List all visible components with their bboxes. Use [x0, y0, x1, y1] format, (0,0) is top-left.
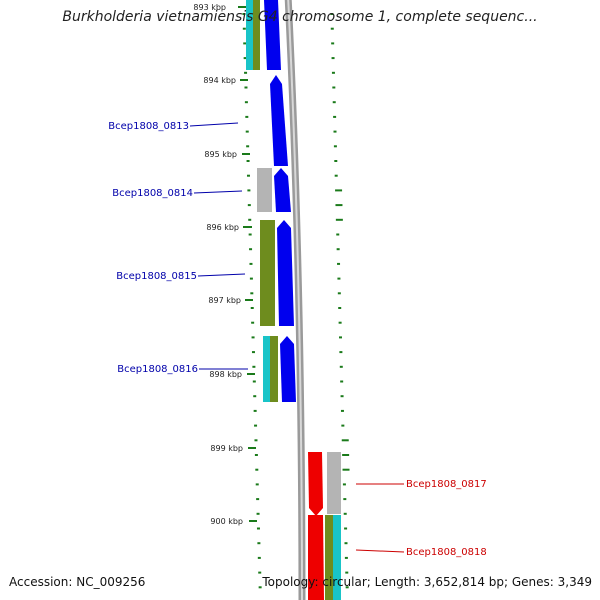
kbp-tick-label: 895 kbp — [204, 150, 237, 159]
reverse-cds-track — [308, 452, 341, 600]
kbp-tick-label: 893 kbp — [193, 3, 226, 12]
cds-arrow-gene-0816 — [280, 336, 296, 402]
kbp-tick-label: 897 kbp — [208, 296, 241, 305]
kbp-tick-label: 896 kbp — [206, 223, 239, 232]
right-tick-track — [330, 13, 350, 589]
cog-feature — [253, 0, 260, 70]
label-leader-line — [355, 549, 405, 553]
kbp-tick-label: 898 kbp — [209, 370, 242, 379]
label-leader-line — [193, 190, 243, 194]
accession-text: Accession: NC_009256 — [9, 575, 146, 589]
cds-arrow-forward — [264, 0, 281, 70]
gene-label-bcep1808-0816[interactable]: Bcep1808_0816 — [117, 364, 198, 375]
kbp-tick-label: 894 kbp — [203, 76, 236, 85]
cog-feature — [325, 515, 333, 600]
coordinate-axis: 893 kbp 894 kbp 895 kbp 896 kbp 897 kbp … — [193, 3, 257, 526]
cds-arrow-gene-0813 — [270, 75, 288, 166]
gene-label-bcep1808-0814[interactable]: Bcep1808_0814 — [112, 188, 193, 199]
cog-feature — [263, 336, 270, 402]
forward-cds-track — [264, 0, 296, 402]
chromosome-backbone — [284, 0, 306, 600]
cog-feature — [260, 220, 275, 326]
label-leader-line — [197, 273, 246, 277]
gene-label-bcep1808-0818[interactable]: Bcep1808_0818 — [406, 547, 487, 558]
cog-feature — [333, 515, 341, 600]
topology-text: Topology: circular; Length: 3,652,814 bp… — [262, 575, 592, 589]
kbp-tick-label: 900 kbp — [210, 517, 243, 526]
left-tick-track — [242, 13, 262, 589]
cog-feature — [246, 0, 253, 70]
map-title: Burkholderia vietnamiensis G4 chromosome… — [62, 9, 538, 25]
gene-label-bcep1808-0815[interactable]: Bcep1808_0815 — [116, 271, 197, 282]
cog-feature — [270, 336, 278, 402]
cds-arrow-gene-0814 — [274, 168, 291, 212]
gene-label-bcep1808-0813[interactable]: Bcep1808_0813 — [108, 121, 189, 132]
cog-track — [246, 0, 278, 402]
cog-feature — [257, 168, 272, 212]
cds-arrow-gene-0815 — [277, 220, 294, 326]
label-leader-line — [189, 122, 239, 127]
cds-arrow-gene-0818 — [308, 515, 324, 600]
gene-labels: Bcep1808_0813 Bcep1808_0814 Bcep1808_081… — [108, 121, 487, 558]
kbp-tick-label: 899 kbp — [210, 444, 243, 453]
cds-arrow-gene-0817 — [308, 452, 323, 516]
cog-feature — [327, 452, 341, 514]
gene-label-bcep1808-0817[interactable]: Bcep1808_0817 — [406, 479, 487, 490]
